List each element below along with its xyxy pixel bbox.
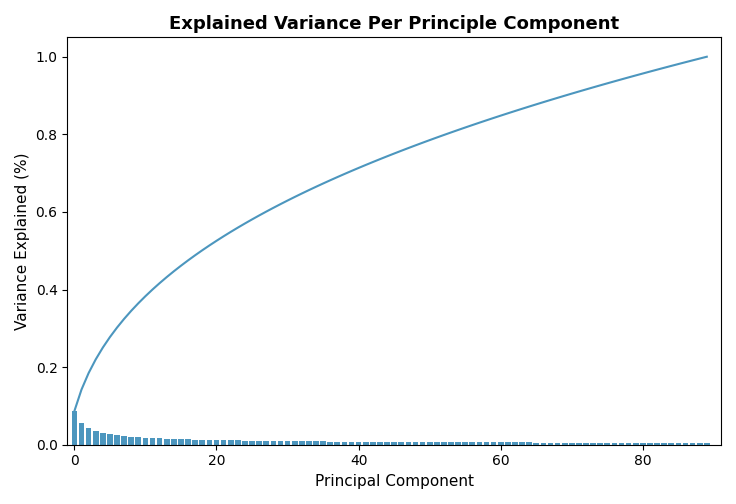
Bar [121,436,127,445]
Bar [171,439,177,445]
Y-axis label: Variance Explained (%): Variance Explained (%) [15,152,30,330]
Bar [668,443,674,445]
Bar [149,438,155,445]
Bar [562,443,567,445]
Bar [540,443,546,445]
Bar [406,442,411,445]
Bar [470,443,475,445]
Bar [569,443,575,445]
Title: Explained Variance Per Principle Component: Explained Variance Per Principle Compone… [169,15,619,33]
Bar [583,443,589,445]
Bar [256,441,262,445]
Bar [349,442,354,445]
Bar [434,442,439,445]
Bar [690,443,696,445]
Bar [392,442,397,445]
Bar [498,443,503,445]
Bar [355,442,361,445]
Bar [682,443,688,445]
Bar [71,411,77,445]
Bar [612,443,618,445]
Bar [548,443,553,445]
Bar [462,443,468,445]
Bar [427,442,433,445]
Bar [199,440,205,445]
Bar [235,440,241,445]
Bar [228,440,233,445]
Bar [320,442,326,445]
Bar [456,442,461,445]
Bar [157,438,163,445]
Bar [420,442,425,445]
Bar [328,442,333,445]
Bar [207,440,212,445]
Bar [164,438,169,445]
Bar [398,442,404,445]
Bar [178,439,184,445]
Bar [114,435,120,445]
Bar [413,442,418,445]
Bar [271,441,276,445]
Bar [576,443,581,445]
Bar [555,443,560,445]
Bar [519,443,525,445]
Bar [647,443,653,445]
Bar [626,443,631,445]
Bar [342,442,347,445]
Bar [250,440,255,445]
Bar [598,443,603,445]
Bar [128,436,134,445]
Bar [654,443,660,445]
Bar [299,442,305,445]
Bar [505,443,511,445]
Bar [86,428,91,445]
Bar [93,431,99,445]
Bar [534,443,539,445]
Bar [633,443,639,445]
Bar [213,440,219,445]
Bar [363,442,369,445]
Bar [135,437,141,445]
Bar [491,443,497,445]
Bar [107,434,113,445]
Bar [640,443,645,445]
Bar [185,439,191,445]
Bar [263,441,269,445]
Bar [313,442,319,445]
Bar [192,439,198,445]
Bar [590,443,596,445]
X-axis label: Principal Component: Principal Component [314,474,474,489]
Bar [242,440,248,445]
Bar [604,443,610,445]
Bar [477,443,482,445]
Bar [370,442,375,445]
Bar [662,443,667,445]
Bar [285,441,291,445]
Bar [526,443,532,445]
Bar [484,443,489,445]
Bar [291,441,297,445]
Bar [306,442,312,445]
Bar [143,437,148,445]
Bar [334,442,340,445]
Bar [697,443,703,445]
Bar [277,441,283,445]
Bar [676,443,682,445]
Bar [704,443,710,445]
Bar [377,442,383,445]
Bar [448,442,454,445]
Bar [79,423,85,445]
Bar [512,443,518,445]
Bar [384,442,390,445]
Bar [441,442,447,445]
Bar [619,443,624,445]
Bar [100,433,106,445]
Bar [221,440,227,445]
